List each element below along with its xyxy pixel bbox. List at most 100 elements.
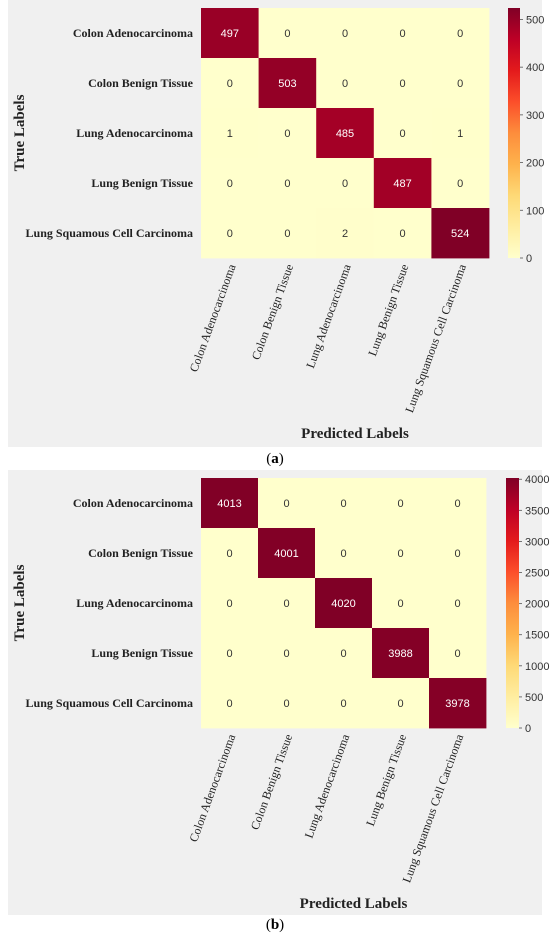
- heatmap-cell: [316, 158, 375, 209]
- cell-value-label: 0: [283, 648, 289, 660]
- colorbar-tick-label: 1000: [525, 661, 549, 673]
- x-tick-label: Lung Benign Tissue: [363, 732, 409, 828]
- heatmap-cell: [201, 8, 259, 59]
- confusion-matrix-panel-b: 4013 0 0 0 0 0 4001 0 0 0 0 0 4020 0 0 0 0 0 3988 0 0 0 0 0 3978…: [8, 470, 549, 915]
- colorbar-tick-label: 2000: [525, 599, 549, 611]
- heatmap-cell: [316, 108, 375, 159]
- cell-value-label: 0: [454, 598, 460, 610]
- colorbar-tick-label: 100: [526, 205, 544, 217]
- cell-value-label: 0: [226, 598, 232, 610]
- heatmap-cell: [373, 158, 432, 209]
- cell-value-label: 0: [340, 648, 346, 660]
- heatmap-cell: [258, 478, 316, 529]
- confusion-matrix-a: 497 0 0 0 00 503 0 0 01 0 485 0 10 0 0 487 00 0 2 0 524Colon…: [12, 8, 544, 442]
- heatmap-cell: [431, 58, 490, 109]
- y-tick-label: Colon Adenocarcinoma: [73, 496, 193, 510]
- heatmap-cell: [431, 208, 490, 259]
- heatmap-cell: [429, 678, 487, 729]
- y-tick-label: Lung Adenocarcinoma: [76, 596, 193, 610]
- heatmap-cell: [316, 208, 375, 259]
- heatmap-cell: [201, 578, 259, 629]
- cell-value-label: 0: [457, 28, 463, 40]
- heatmap-cell: [373, 8, 432, 59]
- cell-value-label: 0: [342, 28, 348, 40]
- cell-value-label: 0: [397, 548, 403, 560]
- confusion-matrix-panel-a: 497 0 0 0 0 0 503 0 0 0 1 0 485 0 1 0 0 0 487 0 0 0 2 0 524 Colon…: [8, 0, 544, 447]
- cell-value-label: 0: [457, 78, 463, 90]
- heatmap-cell: [429, 578, 487, 629]
- heatmap-cell: [315, 678, 373, 729]
- x-tick-label: Colon Adenocarcinoma: [186, 732, 238, 844]
- x-tick-label: Colon Adenocarcinoma: [187, 262, 239, 374]
- colorbar-tick-label: 1500: [525, 630, 549, 642]
- heatmap-cell: [373, 208, 432, 259]
- cell-value-label: 497: [221, 28, 239, 40]
- y-tick-labels-b: Colon Adenocarcinoma Colon Benign Tissue L…: [26, 496, 194, 710]
- heatmap-cell: [372, 478, 430, 529]
- heatmap-cell: [201, 678, 259, 729]
- cell-value-label: 0: [284, 128, 290, 140]
- colorbar-tick-label: 300: [526, 110, 544, 122]
- colorbar-b: 0 500 1000 1500 2000 2500 3000 3500 4000: [506, 474, 549, 735]
- heatmap-cell: [315, 578, 373, 629]
- cell-value-label: 0: [226, 698, 232, 710]
- heatmap-cell: [258, 528, 316, 579]
- cell-value-label: 0: [342, 78, 348, 90]
- heatmap-cell: [201, 58, 259, 109]
- heatmap-cell: [372, 678, 430, 729]
- confusion-matrix-b: 4013 0 0 0 0 0 4001 0 0 0 0 0 4020 0 0 0 0 0 3988 0 0 0 0 0 3978…: [12, 474, 549, 912]
- cell-value-label: 0: [400, 78, 406, 90]
- cell-value-label: 0: [226, 648, 232, 660]
- cell-value-label: 4020: [331, 598, 355, 610]
- heatmap-cell: [316, 8, 375, 59]
- heatmap-cell: [431, 158, 490, 209]
- cell-value-label: 0: [454, 548, 460, 560]
- colorbar-tick-label: 0: [526, 253, 532, 265]
- caption-b-text: b: [270, 917, 280, 933]
- heatmap-cell: [429, 628, 487, 679]
- cell-value-label: 0: [454, 648, 460, 660]
- colorbar-tick-label: 3500: [525, 505, 549, 517]
- heatmap-cell: [431, 108, 490, 159]
- heatmap-cell: [373, 108, 432, 159]
- colorbar-gradient: [506, 478, 519, 728]
- caption-a-text: a: [271, 451, 279, 467]
- x-tick-label: Lung Squamous Cell Carcinoma: [399, 732, 466, 885]
- heatmap-cell: [201, 628, 259, 679]
- cell-value-label: 0: [284, 228, 290, 240]
- y-tick-label: Colon Benign Tissue: [88, 546, 194, 560]
- y-tick-label: Lung Squamous Cell Carcinoma: [26, 226, 193, 240]
- y-tick-label: Colon Benign Tissue: [88, 76, 194, 90]
- cell-value-label: 487: [393, 178, 411, 190]
- y-tick-label: Lung Adenocarcinoma: [76, 126, 193, 140]
- cell-value-label: 2: [342, 228, 348, 240]
- heatmap-cell: [258, 628, 316, 679]
- y-axis-title: True Labels: [12, 564, 28, 641]
- colorbar-tick-label: 500: [525, 692, 543, 704]
- cell-value-label: 0: [340, 498, 346, 510]
- cell-value-label: 0: [400, 28, 406, 40]
- heatmap-cell: [258, 108, 317, 159]
- x-tick-label: Lung Adenocarcinoma: [303, 262, 354, 370]
- x-tick-label: Lung Adenocarcinoma: [302, 732, 353, 840]
- heatmap-cell: [315, 628, 373, 679]
- y-tick-label: Lung Squamous Cell Carcinoma: [26, 696, 193, 710]
- heatmap-cell: [201, 108, 259, 159]
- y-axis-title: True Labels: [12, 94, 28, 171]
- cell-value-label: 0: [283, 598, 289, 610]
- colorbar-tick-label: 400: [526, 62, 544, 74]
- cell-value-label: 0: [226, 548, 232, 560]
- caption-a: (a): [266, 451, 284, 467]
- cell-value-label: 0: [227, 228, 233, 240]
- cell-value-label: 503: [278, 78, 296, 90]
- cell-value-label: 3988: [388, 648, 412, 660]
- heatmap-cells-a: 497 0 0 0 0 0 503 0 0 0 1 0 485 0 1 0 0 0 487 0 0 0 2 0 524: [201, 8, 490, 259]
- colorbar-a: 0 100 200 300 400 500: [508, 8, 544, 265]
- colorbar-tick-label: 200: [526, 158, 544, 170]
- cell-value-label: 0: [400, 128, 406, 140]
- cell-value-label: 0: [397, 698, 403, 710]
- colorbar-tick-label: 0: [525, 723, 531, 735]
- cell-value-label: 0: [342, 178, 348, 190]
- x-tick-label: Lung Benign Tissue: [365, 262, 411, 358]
- cell-value-label: 0: [227, 178, 233, 190]
